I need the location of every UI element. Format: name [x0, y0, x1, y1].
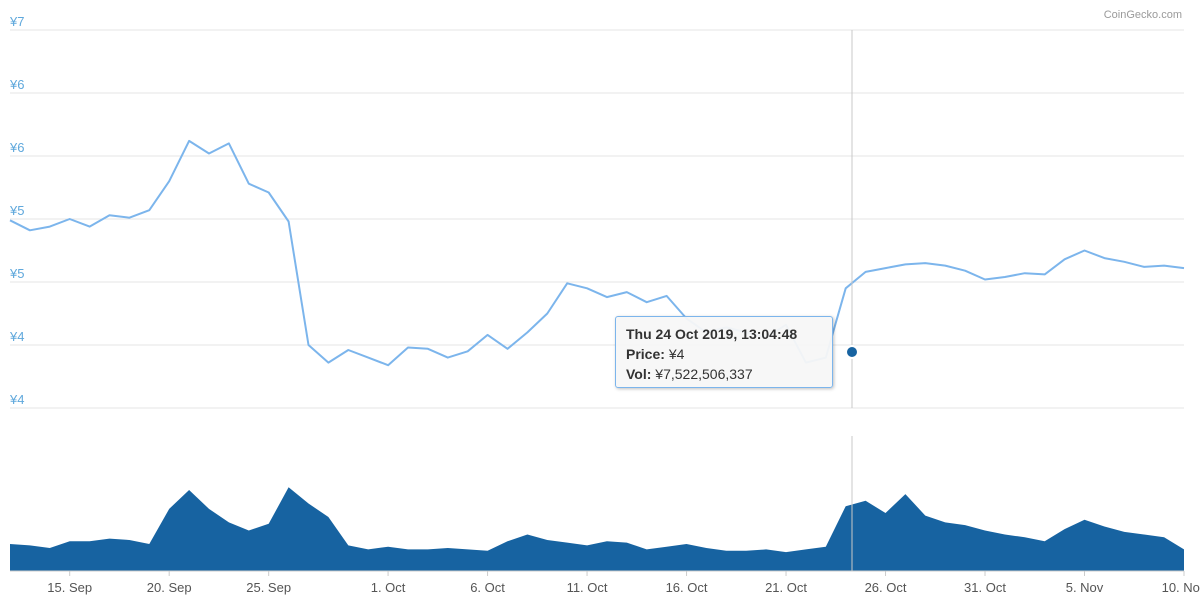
tooltip-volume-label: Vol: — [626, 366, 652, 382]
price-tooltip: Thu 24 Oct 2019, 13:04:48 Price: ¥4 Vol:… — [615, 316, 833, 388]
tooltip-volume-row: Vol: ¥7,522,506,337 — [626, 364, 822, 384]
x-tick-label: 15. Sep — [47, 580, 92, 595]
credit-text[interactable]: CoinGecko.com — [1104, 9, 1182, 21]
volume-area — [10, 487, 1184, 571]
x-tick-label: 5. Nov — [1066, 580, 1104, 595]
x-tick-label: 25. Sep — [246, 580, 291, 595]
x-tick-label: 16. Oct — [666, 580, 708, 595]
price-series — [9, 139, 1185, 367]
y-tick-label: ¥4 — [9, 392, 24, 407]
y-tick-label: ¥4 — [9, 329, 24, 344]
x-tick-label: 31. Oct — [964, 580, 1006, 595]
hover-marker[interactable] — [845, 345, 859, 359]
tooltip-date: Thu 24 Oct 2019, 13:04:48 — [626, 326, 798, 342]
x-tick-label: 21. Oct — [765, 580, 807, 595]
tooltip-volume-value: ¥7,522,506,337 — [655, 366, 753, 382]
y-axis-labels: ¥7 ¥6 ¥6 ¥5 ¥5 ¥4 ¥4 — [9, 14, 24, 407]
y-tick-label: ¥5 — [9, 203, 24, 218]
x-axis-labels: 15. Sep 20. Sep 25. Sep 1. Oct 6. Oct 11. Oct… — [47, 571, 1200, 595]
x-tick-label: 20. Sep — [147, 580, 192, 595]
tooltip-price-value: ¥4 — [668, 346, 685, 362]
price-line — [9, 139, 1185, 367]
tooltip-price-row: Price: ¥4 — [626, 344, 822, 364]
y-tick-label: ¥5 — [9, 266, 24, 281]
x-tick-label: 6. Oct — [470, 580, 505, 595]
y-grid — [10, 29, 1184, 409]
y-tick-label: ¥7 — [9, 14, 24, 29]
y-tick-label: ¥6 — [9, 77, 24, 92]
y-tick-label: ¥6 — [9, 140, 24, 155]
x-tick-label: 11. Oct — [567, 580, 608, 595]
volume-series — [10, 487, 1184, 571]
tooltip-price-label: Price: — [626, 346, 665, 362]
x-tick-label: 1. Oct — [371, 580, 406, 595]
x-tick-label: 26. Oct — [865, 580, 907, 595]
x-tick-label: 10. Nov — [1162, 580, 1200, 595]
